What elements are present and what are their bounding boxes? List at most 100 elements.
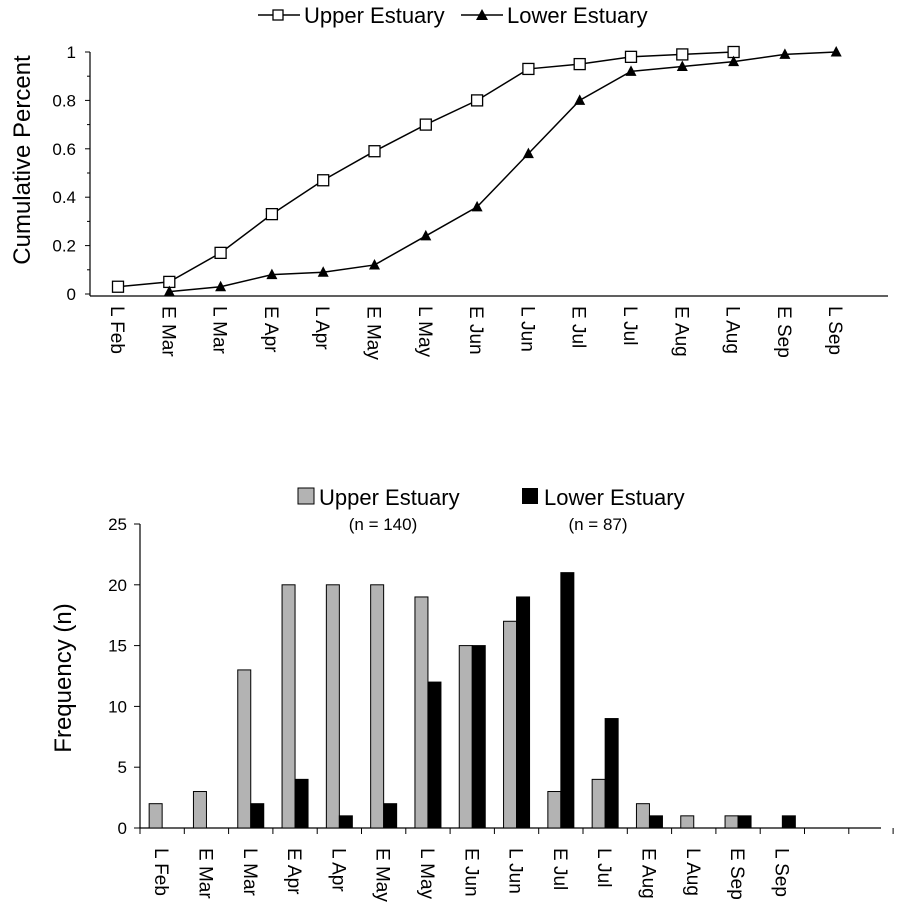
bar-upper-estuary [635, 803, 650, 829]
x-tick-label: L May [416, 848, 437, 900]
bar-lower-estuary [648, 815, 663, 829]
x-tick-label: L May [414, 306, 435, 358]
bar-upper-estuary [591, 778, 606, 829]
bar-upper-estuary [414, 596, 429, 829]
x-tick-label: E Apr [283, 848, 304, 895]
point-upper-estuary [419, 118, 432, 131]
bar-upper-estuary [458, 645, 473, 829]
x-tick-label: L Jun [505, 848, 526, 894]
x-tick-label: L Sep [824, 306, 845, 355]
point-upper-estuary [676, 48, 689, 61]
x-tick-label: E Jun [465, 306, 486, 355]
point-lower-estuary [676, 60, 688, 72]
x-tick-label: E May [363, 306, 384, 360]
series-line-upper [117, 51, 734, 288]
bar-upper-estuary [370, 584, 385, 829]
x-tick-label: E Aug [670, 306, 691, 357]
y-tick-label: 0.8 [52, 91, 76, 110]
bar-upper-estuary [325, 584, 340, 829]
legend-lower-count: (n = 87) [568, 515, 627, 534]
y-tick-label: 0.2 [52, 237, 76, 256]
legend-upper-count: (n = 140) [349, 515, 418, 534]
x-tick-label: L Jul [619, 306, 640, 345]
x-tick-label: E Aug [637, 848, 658, 899]
bar-lower-estuary [338, 815, 353, 829]
legend-lower-label: Lower Estuary [544, 485, 685, 510]
bar-upper-estuary [503, 620, 518, 829]
bar-lower-estuary [781, 815, 796, 829]
x-tick-label: E Jun [460, 848, 481, 897]
legend-upper-label: Upper Estuary [304, 3, 445, 28]
x-tick-label: L Feb [106, 306, 127, 354]
bar-upper-estuary [547, 791, 562, 829]
bar-upper-estuary [148, 803, 163, 829]
y-tick-label: 25 [108, 515, 127, 534]
x-tick-label: L Mar [239, 848, 260, 897]
bar-lower-estuary [560, 572, 575, 829]
y-tick-label: 20 [108, 576, 127, 595]
x-tick-label: E Jul [549, 848, 570, 890]
x-tick-label: E Jul [568, 306, 589, 348]
x-tick-label: E Mar [157, 306, 178, 357]
point-upper-estuary [214, 246, 227, 260]
y-tick-label: 15 [108, 637, 127, 656]
point-upper-estuary [624, 50, 638, 63]
series-line-lower [169, 51, 837, 293]
bar-lower-estuary [737, 815, 752, 829]
bar-lower-estuary [294, 778, 309, 829]
y-tick-label: 1 [67, 43, 76, 62]
y-ticks: 0 5 10 15 20 25 [108, 515, 140, 838]
x-tick-label: L Aug [722, 306, 743, 354]
bar-lower-estuary [383, 803, 398, 829]
point-lower-estuary [420, 229, 432, 241]
point-lower-estuary [625, 65, 637, 76]
bar-lower-estuary [471, 645, 486, 829]
point-upper-estuary [111, 280, 125, 293]
x-tick-label: L Mar [209, 306, 230, 355]
point-upper-estuary [522, 62, 535, 76]
bar-upper-estuary [192, 791, 207, 829]
legend-lower-label: Lower Estuary [507, 3, 648, 28]
y-tick-label: 10 [108, 697, 127, 716]
line-chart: Upper Estuary Lower Estuary Cumulative P… [9, 3, 888, 360]
y-tick-label: 0 [67, 285, 76, 304]
point-lower-estuary [779, 48, 791, 59]
x-ticks: L Feb E Mar L Mar E Apr L Apr E May L May E Jun… [139, 828, 894, 902]
point-lower-estuary [369, 258, 380, 270]
y-axis-title: Cumulative Percent [9, 55, 36, 265]
point-lower-estuary [266, 268, 278, 280]
y-axis-title: Frequency (n) [50, 603, 77, 752]
legend-upper-label: Upper Estuary [319, 485, 460, 510]
bar-chart: Upper Estuary (n = 140) Lower Estuary (n… [50, 485, 894, 902]
legend-upper-marker [272, 9, 284, 21]
bar-lower-estuary [427, 681, 442, 829]
point-lower-estuary [163, 285, 175, 297]
legend-lower-swatch [522, 488, 538, 504]
y-tick-label: 0.6 [52, 140, 76, 159]
y-tick-label: 5 [118, 758, 127, 777]
bars [148, 572, 796, 829]
x-tick-label: E Sep [773, 306, 794, 358]
line-chart-legend: Upper Estuary Lower Estuary [258, 3, 648, 28]
x-tick-label: E Sep [726, 848, 747, 900]
bar-lower-estuary [516, 596, 531, 829]
legend-lower-marker [476, 9, 488, 20]
x-tick-label: L Sep [770, 848, 791, 897]
bar-lower-estuary [604, 718, 619, 829]
point-lower-estuary [574, 94, 586, 105]
point-lower-estuary [522, 147, 534, 159]
line-series [111, 45, 842, 297]
y-ticks: 0 0.2 0.4 0.6 0.8 1 [52, 43, 90, 304]
bar-upper-estuary [237, 669, 252, 829]
x-tick-label: E May [372, 848, 393, 902]
point-upper-estuary [470, 94, 484, 107]
point-lower-estuary [471, 200, 483, 212]
point-upper-estuary [573, 57, 586, 71]
x-tick-label: L Feb [150, 848, 171, 896]
point-upper-estuary [265, 207, 279, 221]
legend-upper-swatch [297, 487, 315, 505]
y-tick-label: 0 [118, 819, 127, 838]
x-tick-label: L Apr [311, 306, 332, 350]
bar-upper-estuary [724, 815, 739, 829]
